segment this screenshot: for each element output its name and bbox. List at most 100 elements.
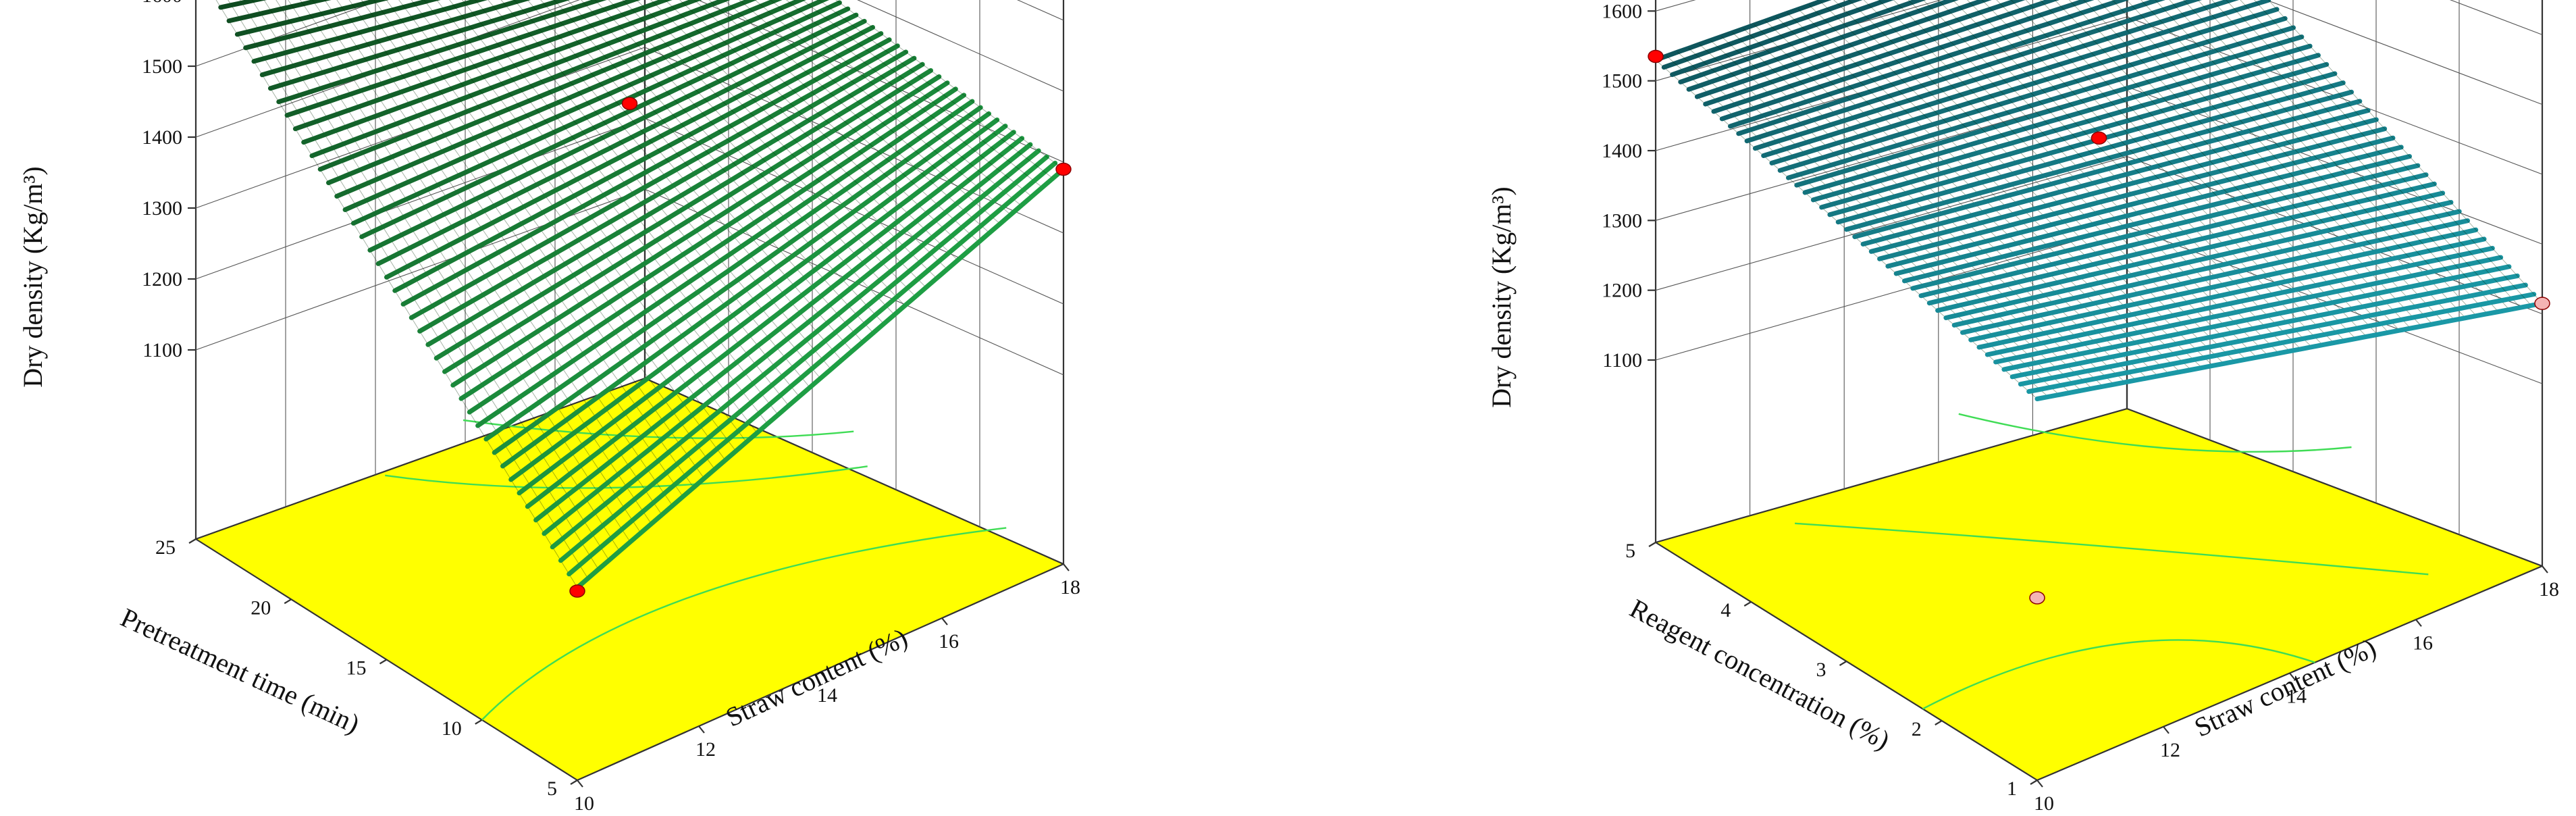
surface-mesh-line — [517, 124, 1008, 496]
surface-mesh-line — [1943, 200, 2454, 320]
surface-mesh-line — [1736, 0, 2165, 136]
surface-mesh-line — [818, 0, 1053, 179]
x-tick-label: 2 — [1912, 718, 1922, 740]
x-tick-mark — [188, 538, 196, 544]
surface-mesh-line — [786, 0, 1032, 197]
surface-mesh-line — [500, 111, 991, 469]
surface-mesh-line — [1835, 80, 2346, 225]
surface-mesh-line — [554, 0, 864, 342]
surface-mesh-line — [450, 74, 942, 388]
x-tick-label: 4 — [1720, 599, 1731, 621]
y-tick-mark — [1063, 563, 1070, 571]
z-tick-label: 1100 — [142, 339, 182, 361]
surface-mesh-line — [1744, 0, 2203, 144]
surface-mesh-line — [2009, 273, 2520, 380]
y-tick-mark — [2036, 780, 2043, 788]
x-tick-label: 25 — [155, 536, 176, 559]
surface-mesh-line — [326, 0, 783, 186]
surface-mesh-line — [467, 86, 958, 415]
z-tick-label: 1500 — [142, 55, 182, 78]
chart-2-floor — [1654, 408, 2544, 781]
surface-mesh-line — [276, 0, 607, 105]
surface-mesh-line — [2054, 0, 2378, 335]
surface-mesh-line — [581, 0, 885, 324]
surface-mesh-line — [359, 6, 851, 239]
surface-mesh-line — [492, 105, 983, 455]
surface-mesh-line — [1952, 0, 2301, 350]
surface-mesh-line — [1786, 25, 2296, 180]
surface-mesh-line — [1885, 135, 2396, 269]
surface-mesh-line — [550, 148, 1041, 550]
surface-mesh-line — [342, 0, 829, 212]
wall-grid-line — [2449, 0, 2543, 35]
x-tick-label: 5 — [547, 777, 557, 800]
x-tick-label: 1 — [2007, 777, 2017, 800]
surface-mesh-line — [575, 167, 1066, 590]
surface-mesh-line — [567, 0, 874, 334]
design-point — [1055, 162, 1072, 176]
y-tick-mark — [2163, 726, 2170, 734]
surface-mesh-line — [1852, 99, 2363, 239]
surface-mesh-line — [375, 18, 867, 266]
surface-mesh-line — [2267, 0, 2543, 304]
surface-mesh-line — [622, 0, 916, 297]
surface-mesh-line — [2111, 0, 2422, 327]
chart-1-z-ticks: 1100120013001400150016001700 — [142, 0, 196, 361]
surface-mesh-line — [679, 0, 958, 261]
y-tick-mark — [820, 671, 826, 680]
contour-line — [1922, 639, 2315, 710]
design-point — [2534, 297, 2550, 310]
surface-mesh-line — [268, 0, 571, 91]
y-tick-label: 16 — [2413, 632, 2433, 654]
surface-mesh-line — [251, 0, 488, 64]
design-point — [2029, 591, 2045, 605]
x-tick-mark — [1743, 601, 1752, 607]
x-tick-mark — [475, 719, 483, 725]
chart-2-x-ticks: 5 4 3 2 1 — [1625, 540, 2038, 800]
surface-mesh-line — [636, 0, 926, 288]
surface-mesh-line — [2169, 0, 2466, 319]
surface-mesh-line — [2025, 0, 2357, 339]
y-tick-label: 12 — [2160, 739, 2180, 761]
surface-mesh-line — [292, 0, 673, 132]
wall-grid-line — [195, 118, 646, 280]
surface-mesh-line — [1902, 154, 2412, 284]
chart-1-x-ticks: 25 20 15 10 5 — [155, 536, 578, 800]
surface-mesh-line — [2034, 301, 2545, 401]
z-tick-label: 1400 — [1602, 140, 1642, 162]
surface-mesh-line — [1993, 255, 2504, 365]
surface-mesh-line — [350, 0, 842, 226]
surface-mesh-line — [317, 0, 758, 172]
chart-2-contours — [1795, 413, 2429, 710]
surface-mesh-line — [1678, 0, 1926, 84]
x-tick-label: 3 — [1816, 659, 1826, 681]
design-point — [2091, 131, 2107, 145]
surface-mesh-line — [540, 0, 853, 352]
surface-mesh-line — [1937, 0, 2290, 352]
surface-mesh-line — [475, 93, 967, 428]
wall-outline — [643, 0, 1065, 565]
surface-mesh-line — [1951, 209, 2462, 328]
surface-mesh-line — [1670, 0, 1895, 77]
surface-mesh-line — [500, 0, 821, 379]
surface-mesh-line — [567, 160, 1058, 577]
surface-mesh-line — [754, 0, 1011, 215]
chart-2-y-ticks: 10 12 14 16 18 — [2034, 565, 2559, 815]
surface-mesh-line — [392, 31, 884, 293]
contour-line — [1958, 413, 2352, 453]
surface-mesh-line — [367, 12, 859, 253]
surface-mesh-line — [1935, 190, 2446, 313]
surface-mesh-line — [1984, 246, 2495, 357]
x-tick-mark — [1648, 542, 1656, 547]
x-tick-mark — [379, 659, 388, 665]
surface-mesh-line — [525, 130, 1016, 509]
surface-mesh-line — [594, 0, 895, 315]
surface-mesh-line — [2240, 0, 2521, 308]
x-tick-mark — [570, 780, 578, 785]
surface-mesh-line — [664, 0, 948, 270]
surface-mesh-line — [723, 0, 990, 234]
surface-mesh-line — [400, 37, 892, 307]
y-tick-label: 12 — [695, 738, 716, 761]
surface-mesh-line — [1802, 43, 2313, 195]
